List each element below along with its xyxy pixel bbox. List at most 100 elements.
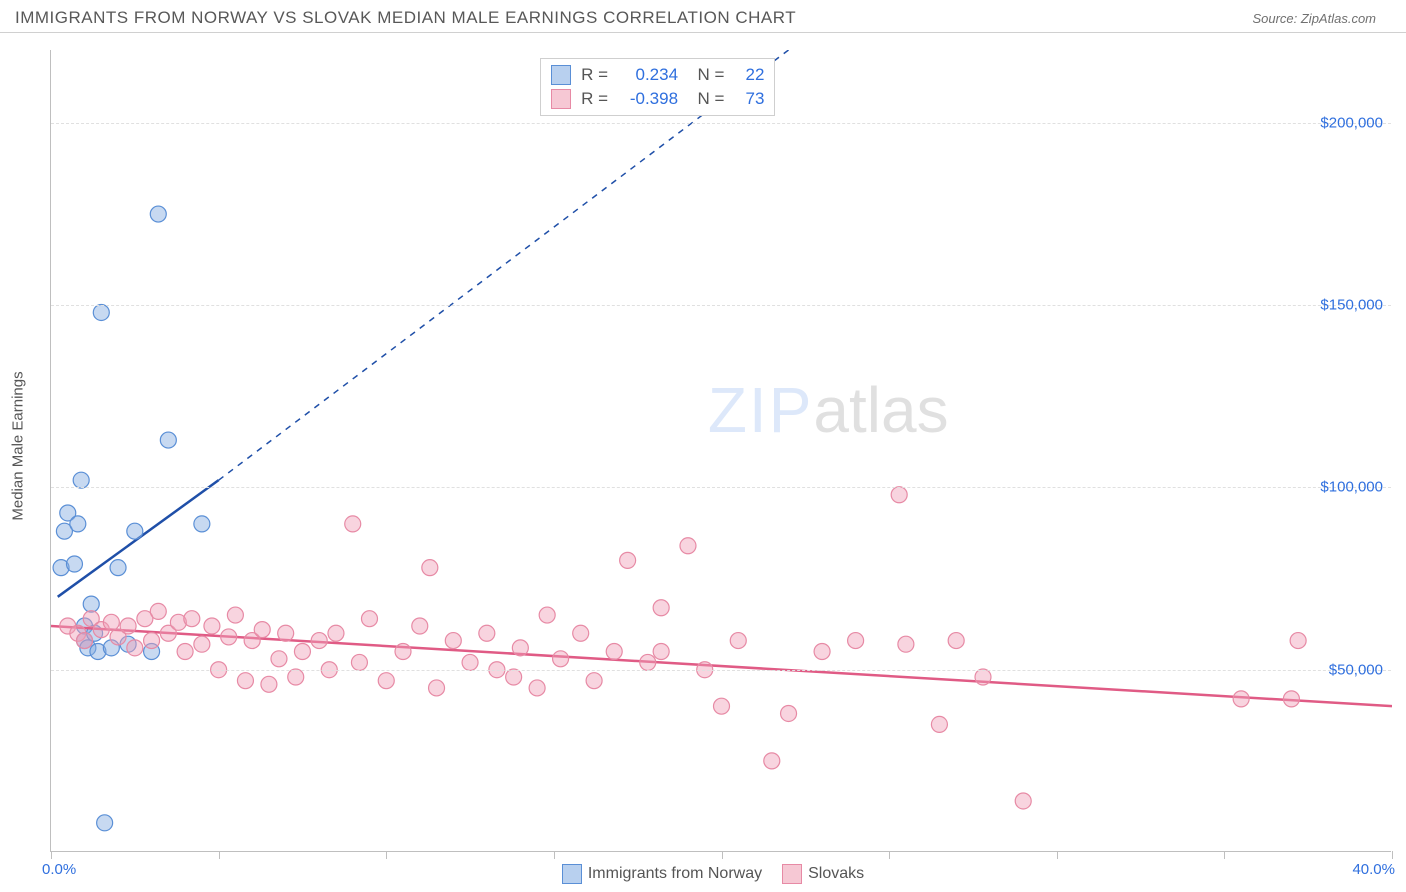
data-point xyxy=(294,644,310,660)
data-point xyxy=(311,633,327,649)
data-point xyxy=(271,651,287,667)
chart-header: IMMIGRANTS FROM NORWAY VS SLOVAK MEDIAN … xyxy=(0,0,1406,33)
plot-svg xyxy=(51,50,1392,852)
data-point xyxy=(278,625,294,641)
legend-swatch xyxy=(562,864,582,884)
data-point xyxy=(110,560,126,576)
data-point xyxy=(653,600,669,616)
data-point xyxy=(653,644,669,660)
x-tick xyxy=(1392,851,1393,859)
r-value: -0.398 xyxy=(618,89,678,109)
correlation-row: R = -0.398 N = 73 xyxy=(551,87,764,111)
r-label: R = xyxy=(581,89,608,109)
y-tick-label: $100,000 xyxy=(1320,479,1383,496)
data-point xyxy=(445,633,461,649)
x-tick xyxy=(554,851,555,859)
data-point xyxy=(144,633,160,649)
data-point xyxy=(781,705,797,721)
gridline-h xyxy=(51,305,1391,306)
data-point xyxy=(361,611,377,627)
data-point xyxy=(194,516,210,532)
data-point xyxy=(93,304,109,320)
data-point xyxy=(204,618,220,634)
data-point xyxy=(328,625,344,641)
data-point xyxy=(586,673,602,689)
y-tick-label: $50,000 xyxy=(1329,661,1383,678)
data-point xyxy=(254,622,270,638)
data-point xyxy=(512,640,528,656)
data-point xyxy=(177,644,193,660)
data-point xyxy=(506,669,522,685)
data-point xyxy=(814,644,830,660)
legend-swatch xyxy=(551,65,571,85)
data-point xyxy=(184,611,200,627)
data-point xyxy=(288,669,304,685)
data-point xyxy=(103,614,119,630)
data-point xyxy=(891,487,907,503)
n-label: N = xyxy=(688,89,724,109)
data-point xyxy=(261,676,277,692)
x-tick xyxy=(386,851,387,859)
r-value: 0.234 xyxy=(618,65,678,85)
data-point xyxy=(462,654,478,670)
y-tick-label: $200,000 xyxy=(1320,114,1383,131)
data-point xyxy=(73,472,89,488)
data-point xyxy=(150,603,166,619)
x-tick xyxy=(1224,851,1225,859)
gridline-h xyxy=(51,670,1391,671)
x-tick xyxy=(219,851,220,859)
x-tick xyxy=(51,851,52,859)
data-point xyxy=(529,680,545,696)
data-point xyxy=(194,636,210,652)
plot-region: ZIPatlas R =0.234 N =22R =-0.398 N =73 $… xyxy=(50,50,1391,852)
data-point xyxy=(640,654,656,670)
data-point xyxy=(66,556,82,572)
data-point xyxy=(77,633,93,649)
y-tick-label: $150,000 xyxy=(1320,297,1383,314)
data-point xyxy=(412,618,428,634)
chart-title: IMMIGRANTS FROM NORWAY VS SLOVAK MEDIAN … xyxy=(15,8,796,28)
gridline-h xyxy=(51,123,1391,124)
r-label: R = xyxy=(581,65,608,85)
x-tick xyxy=(1057,851,1058,859)
data-point xyxy=(1233,691,1249,707)
data-point xyxy=(429,680,445,696)
data-point xyxy=(680,538,696,554)
bottom-legend: Immigrants from NorwaySlovaks xyxy=(0,864,1406,884)
x-tick xyxy=(889,851,890,859)
data-point xyxy=(127,523,143,539)
correlation-row: R = 0.234 N = 22 xyxy=(551,63,764,87)
data-point xyxy=(606,644,622,660)
chart-area: ZIPatlas R =0.234 N =22R =-0.398 N =73 $… xyxy=(50,50,1391,852)
data-point xyxy=(848,633,864,649)
data-point xyxy=(422,560,438,576)
data-point xyxy=(97,815,113,831)
data-point xyxy=(1015,793,1031,809)
data-point xyxy=(730,633,746,649)
legend-label: Slovaks xyxy=(808,865,864,882)
data-point xyxy=(395,644,411,660)
data-point xyxy=(764,753,780,769)
data-point xyxy=(70,516,86,532)
data-point xyxy=(931,716,947,732)
data-point xyxy=(975,669,991,685)
data-point xyxy=(351,654,367,670)
correlation-box: R = 0.234 N = 22 R = -0.398 N = 73 xyxy=(540,58,775,116)
data-point xyxy=(1283,691,1299,707)
data-point xyxy=(539,607,555,623)
data-point xyxy=(573,625,589,641)
data-point xyxy=(237,673,253,689)
data-point xyxy=(620,552,636,568)
gridline-h xyxy=(51,487,1391,488)
data-point xyxy=(479,625,495,641)
data-point xyxy=(120,618,136,634)
legend-swatch xyxy=(551,89,571,109)
n-value: 22 xyxy=(734,65,764,85)
n-value: 73 xyxy=(734,89,764,109)
data-point xyxy=(221,629,237,645)
data-point xyxy=(150,206,166,222)
data-point xyxy=(127,640,143,656)
data-point xyxy=(227,607,243,623)
data-point xyxy=(948,633,964,649)
n-label: N = xyxy=(688,65,724,85)
